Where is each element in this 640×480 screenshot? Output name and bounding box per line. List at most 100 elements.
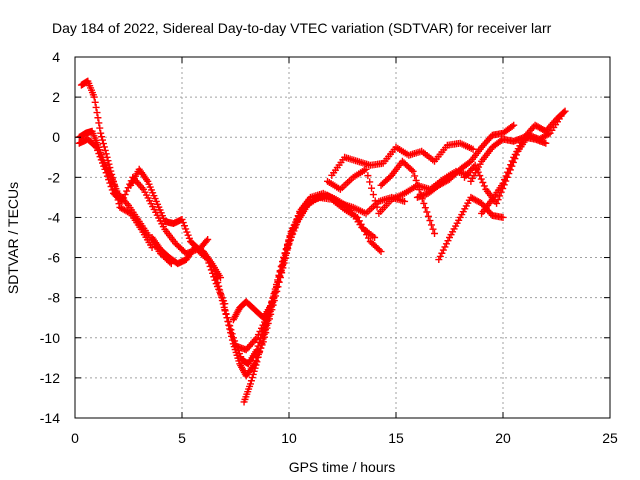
data-point bbox=[431, 229, 439, 237]
data-point bbox=[371, 234, 379, 241]
data-point bbox=[184, 231, 192, 239]
data-point bbox=[364, 172, 372, 180]
data-point bbox=[183, 228, 191, 236]
data-point bbox=[439, 246, 447, 254]
data-point bbox=[253, 334, 261, 342]
x-axis-label: GPS time / hours bbox=[289, 459, 396, 475]
data-track-15 bbox=[435, 193, 507, 264]
data-point bbox=[210, 264, 218, 272]
data-point bbox=[94, 146, 102, 154]
data-point bbox=[257, 324, 265, 332]
data-point bbox=[97, 129, 105, 137]
data-point bbox=[102, 169, 110, 177]
data-point bbox=[414, 181, 422, 189]
data-point bbox=[96, 124, 104, 132]
data-point bbox=[279, 260, 287, 268]
data-point bbox=[214, 278, 222, 286]
data-point bbox=[261, 318, 269, 326]
data-point bbox=[148, 244, 156, 252]
data-point bbox=[401, 197, 409, 205]
data-point bbox=[371, 197, 379, 205]
data-point bbox=[442, 240, 450, 248]
data-point bbox=[493, 199, 501, 207]
y-tick-label: 4 bbox=[52, 49, 60, 65]
data-point bbox=[217, 290, 225, 298]
plot-frame bbox=[74, 56, 611, 419]
data-point bbox=[100, 162, 108, 170]
data-point bbox=[182, 225, 190, 233]
data-point bbox=[94, 114, 102, 122]
data-point bbox=[421, 204, 429, 212]
y-tick-label: -10 bbox=[40, 330, 60, 346]
data-point bbox=[368, 184, 376, 192]
data-point bbox=[252, 361, 260, 369]
y-tick-label: -2 bbox=[48, 169, 61, 185]
data-point bbox=[273, 282, 281, 290]
data-point bbox=[408, 166, 416, 174]
data-point bbox=[91, 142, 99, 150]
data-track-9 bbox=[229, 193, 385, 324]
data-point bbox=[102, 150, 110, 158]
data-point bbox=[469, 145, 477, 153]
data-point bbox=[540, 126, 548, 134]
data-point bbox=[261, 326, 269, 334]
data-point bbox=[109, 174, 117, 182]
data-point bbox=[282, 249, 290, 257]
data-point bbox=[411, 172, 419, 180]
y-tick-label: -12 bbox=[40, 370, 60, 386]
data-point bbox=[237, 353, 245, 361]
data-point bbox=[254, 353, 262, 361]
y-tick-label: -8 bbox=[48, 290, 61, 306]
x-tick-label: 20 bbox=[495, 430, 511, 446]
data-point bbox=[255, 349, 263, 357]
data-point bbox=[436, 252, 444, 260]
data-point bbox=[108, 186, 116, 194]
data-point bbox=[429, 225, 437, 233]
data-point bbox=[423, 208, 431, 216]
data-point bbox=[108, 170, 116, 178]
data-point bbox=[204, 236, 212, 244]
data-point bbox=[409, 167, 417, 175]
data-point bbox=[246, 380, 254, 388]
data-point bbox=[105, 176, 113, 184]
data-point bbox=[106, 179, 114, 187]
data-point bbox=[505, 164, 513, 172]
data-point bbox=[103, 172, 111, 180]
y-tick-label: 2 bbox=[52, 89, 60, 105]
data-point bbox=[90, 93, 98, 101]
data-point bbox=[178, 215, 186, 223]
x-tick-label: 25 bbox=[602, 430, 618, 446]
data-point bbox=[420, 199, 428, 207]
data-point bbox=[228, 330, 236, 338]
data-point bbox=[96, 153, 104, 161]
data-track-10 bbox=[232, 189, 379, 354]
data-point bbox=[103, 153, 111, 161]
data-point bbox=[444, 237, 452, 245]
data-point bbox=[267, 302, 275, 310]
data-point bbox=[435, 256, 443, 264]
data-point bbox=[226, 322, 234, 330]
data-point bbox=[264, 312, 272, 320]
data-point bbox=[110, 181, 118, 189]
data-point bbox=[265, 307, 273, 315]
data-point bbox=[221, 306, 229, 314]
data-point bbox=[256, 327, 264, 335]
data-point bbox=[251, 364, 259, 372]
data-point bbox=[293, 216, 301, 224]
data-point bbox=[375, 246, 383, 254]
data-point bbox=[97, 156, 105, 164]
data-point bbox=[217, 293, 225, 301]
data-point bbox=[366, 178, 374, 186]
data-point bbox=[217, 274, 225, 282]
data-point bbox=[248, 374, 256, 382]
data-track-18 bbox=[467, 133, 550, 185]
data-point bbox=[561, 107, 569, 115]
data-point bbox=[95, 119, 103, 127]
data-point bbox=[229, 334, 237, 342]
data-point bbox=[99, 159, 107, 167]
data-point bbox=[441, 243, 449, 251]
data-point bbox=[92, 103, 100, 111]
data-point bbox=[259, 335, 267, 343]
data-point bbox=[123, 187, 131, 195]
